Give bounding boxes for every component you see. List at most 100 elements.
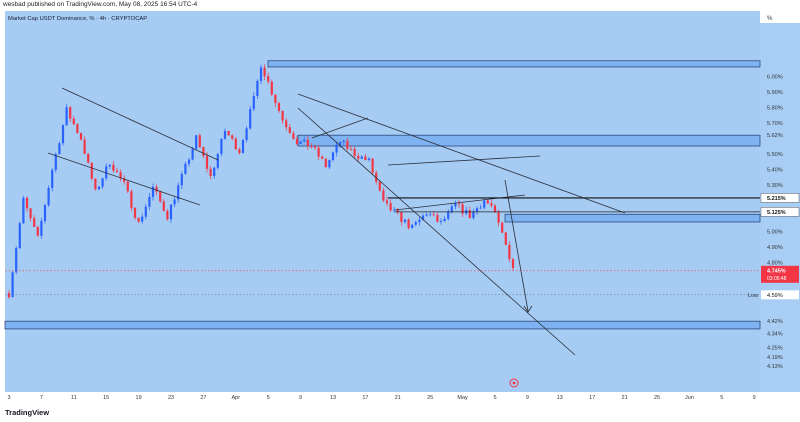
x-tick-label: 13: [557, 395, 563, 401]
event-marker-icon[interactable]: [509, 378, 519, 388]
time-axis: [5, 392, 800, 404]
y-tick-label: 6.00%: [767, 74, 783, 80]
candle-body: [493, 205, 497, 213]
x-tick-label: 21: [395, 395, 401, 401]
candle-body: [169, 204, 173, 220]
candle-body: [277, 103, 281, 111]
candle-body: [256, 80, 259, 96]
candle-body: [209, 168, 212, 176]
candle-body: [195, 135, 198, 149]
candle-body: [108, 164, 111, 167]
candle-body: [155, 186, 158, 192]
x-tick-label: 19: [136, 395, 142, 401]
candle-body: [115, 170, 119, 173]
trend-line: [297, 107, 576, 356]
candle-body: [367, 158, 371, 161]
support-resistance-zone: [4, 320, 761, 330]
y-tick-label: 4.34%: [767, 332, 783, 338]
candle-body: [339, 141, 342, 145]
candle-body: [439, 221, 443, 222]
candle-body: [245, 128, 248, 140]
candle-body: [65, 107, 68, 126]
candle-body: [47, 188, 50, 206]
candle-body: [51, 169, 54, 189]
candle-body: [61, 125, 65, 144]
candle-body: [472, 211, 475, 219]
candle-body: [429, 214, 432, 216]
candle-body: [486, 200, 489, 204]
candle-body: [267, 76, 270, 82]
candle-body: [126, 181, 129, 192]
candle-body: [259, 67, 263, 81]
trend-line: [61, 87, 219, 161]
candle-body: [396, 209, 399, 213]
candle-body: [432, 214, 435, 216]
price-label-text: 5.215%: [767, 196, 786, 202]
candle-body: [461, 204, 464, 214]
projection-arrowhead: [523, 305, 533, 313]
candle-body: [112, 164, 115, 171]
footer: TradingView: [0, 404, 800, 422]
low-label: Low: [748, 293, 758, 299]
candle-body: [18, 223, 21, 249]
candle-body: [414, 222, 417, 225]
candle-body: [504, 232, 507, 245]
chart-title: Market Cap USDT Dominance, % · 4h · CRYP…: [8, 16, 147, 22]
candle-body: [137, 217, 140, 222]
candle-body: [382, 190, 385, 201]
candle-body: [335, 144, 338, 153]
trend-line: [47, 152, 201, 206]
x-tick-label: May: [457, 395, 468, 401]
candle-body: [501, 222, 504, 233]
support-resistance-zone: [297, 134, 761, 147]
candle-body: [303, 139, 306, 142]
x-tick-label: 5: [720, 395, 723, 401]
x-tick-label: 9: [526, 395, 529, 401]
percent-box: [760, 11, 800, 23]
candle-body: [252, 95, 255, 110]
price-label-box: [760, 207, 800, 217]
candle-body: [87, 153, 90, 163]
candle-body: [508, 244, 511, 260]
candle-body: [443, 218, 446, 222]
x-tick-label: 7: [40, 395, 43, 401]
candle-body: [447, 211, 450, 219]
candle-body: [130, 191, 133, 208]
publisher-line: wesbad published on TradingView.com, May…: [3, 1, 198, 8]
candle-body: [511, 259, 515, 269]
candle-body: [317, 147, 320, 157]
candle-body: [490, 203, 493, 206]
y-tick-label: 4.80%: [767, 260, 783, 266]
candle-body: [76, 124, 79, 133]
y-tick-label: 4.13%: [767, 364, 783, 370]
x-tick-label: 5: [493, 395, 496, 401]
candle-body: [292, 133, 295, 139]
y-tick-label: 4.90%: [767, 245, 783, 251]
candle-body: [191, 148, 194, 160]
candle-body: [180, 174, 183, 186]
low-price-box: [761, 290, 799, 300]
candle-body: [83, 139, 86, 154]
candle-body: [105, 166, 108, 179]
candle-body: [69, 107, 72, 119]
price-chart[interactable]: % Market Cap USDT Dominance, % · 4h · CRY…: [0, 0, 800, 404]
candle-body: [151, 186, 155, 197]
candle-body: [263, 67, 266, 77]
candle-body: [101, 178, 104, 187]
candle-body: [133, 207, 137, 218]
candle-body: [497, 212, 500, 223]
trend-line: [387, 155, 541, 166]
candle-body: [202, 147, 205, 156]
candle-body: [43, 205, 47, 221]
candle-body: [213, 167, 216, 176]
candle-body: [425, 214, 428, 216]
candle-body: [295, 138, 299, 144]
x-tick-label: 13: [330, 395, 336, 401]
chart-background: [5, 11, 760, 392]
candle-body: [389, 203, 392, 211]
trend-line: [504, 179, 529, 312]
x-tick-label: 27: [200, 395, 206, 401]
candle-body: [33, 218, 36, 227]
candle-body: [475, 208, 479, 212]
candle-body: [357, 156, 360, 159]
